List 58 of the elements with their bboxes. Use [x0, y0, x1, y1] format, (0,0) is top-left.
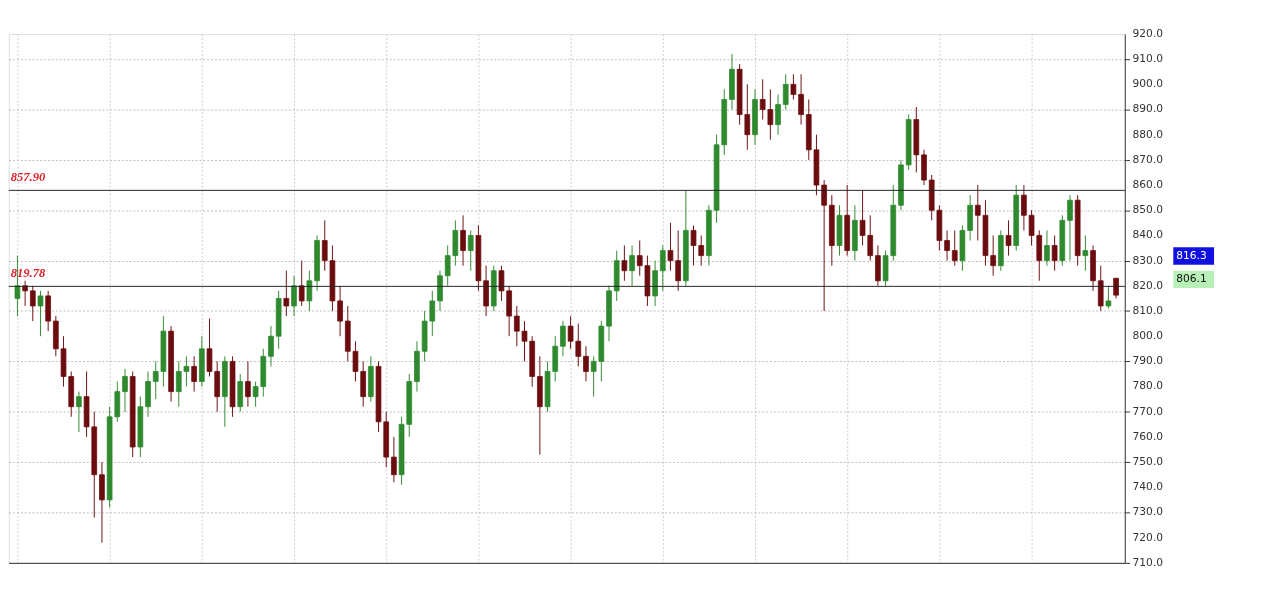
candlestick — [1005, 219, 1012, 257]
candlestick — [1082, 234, 1089, 272]
candlestick — [306, 270, 313, 312]
candlestick — [467, 229, 474, 272]
candlestick — [245, 360, 251, 408]
candlestick — [283, 270, 290, 317]
y-tick-label: 900.0 — [1132, 77, 1164, 91]
ref-line-label: 857.90 — [10, 169, 47, 184]
y-tick-label: 860.0 — [1132, 177, 1164, 191]
y-tick-label: 790.0 — [1132, 354, 1164, 368]
y-tick-label: 800.0 — [1132, 329, 1164, 343]
candlestick — [76, 391, 82, 433]
candlestick — [22, 280, 28, 307]
y-tick-label: 850.0 — [1132, 203, 1164, 217]
candlestick — [37, 290, 44, 337]
candlestick — [944, 229, 950, 262]
candlestick — [790, 73, 797, 100]
candlestick — [583, 345, 589, 383]
y-tick-label: 910.0 — [1132, 52, 1164, 66]
text: 816.3 — [1176, 249, 1207, 263]
y-tick-label: 710.0 — [1132, 555, 1164, 569]
candlestick — [122, 368, 128, 413]
y-tick-label: 780.0 — [1132, 379, 1164, 393]
y-tick-label: 770.0 — [1132, 404, 1164, 418]
candlestick — [1067, 194, 1073, 262]
candlestick — [268, 325, 274, 367]
candlestick — [1021, 184, 1027, 231]
y-tick-label: 830.0 — [1132, 253, 1164, 267]
candlestick — [629, 245, 635, 287]
y-tick-label: 890.0 — [1132, 102, 1164, 116]
y-tick-label: 720.0 — [1132, 530, 1164, 544]
candlestick — [775, 93, 781, 136]
y-tick-label: 840.0 — [1132, 228, 1164, 242]
y-tick-label: 740.0 — [1132, 480, 1164, 494]
text: 806.1 — [1176, 272, 1207, 286]
candlestick — [782, 73, 789, 111]
candlestick — [798, 73, 804, 126]
y-tick-label: 880.0 — [1132, 127, 1164, 141]
y-tick-label: 730.0 — [1132, 505, 1164, 519]
candlestick — [291, 275, 297, 317]
y-tick-label: 750.0 — [1132, 455, 1164, 469]
y-tick-label: 810.0 — [1132, 303, 1164, 317]
candlestick — [1105, 285, 1112, 309]
candlestick — [298, 260, 305, 307]
candlestick — [1051, 234, 1058, 272]
y-tick-label: 870.0 — [1132, 152, 1164, 166]
candlestick — [659, 245, 666, 292]
candlestick — [29, 285, 36, 322]
y-tick-label: 820.0 — [1132, 278, 1164, 292]
y-tick-label: 760.0 — [1132, 429, 1164, 443]
candlestick — [560, 320, 566, 357]
candlestick — [951, 229, 958, 267]
candlestick — [621, 245, 628, 282]
candlestick — [1044, 229, 1050, 267]
candlestick — [460, 214, 466, 267]
candlestick — [191, 355, 197, 393]
candlestick — [391, 436, 397, 483]
y-tick-label: 920.0 — [1132, 26, 1164, 40]
